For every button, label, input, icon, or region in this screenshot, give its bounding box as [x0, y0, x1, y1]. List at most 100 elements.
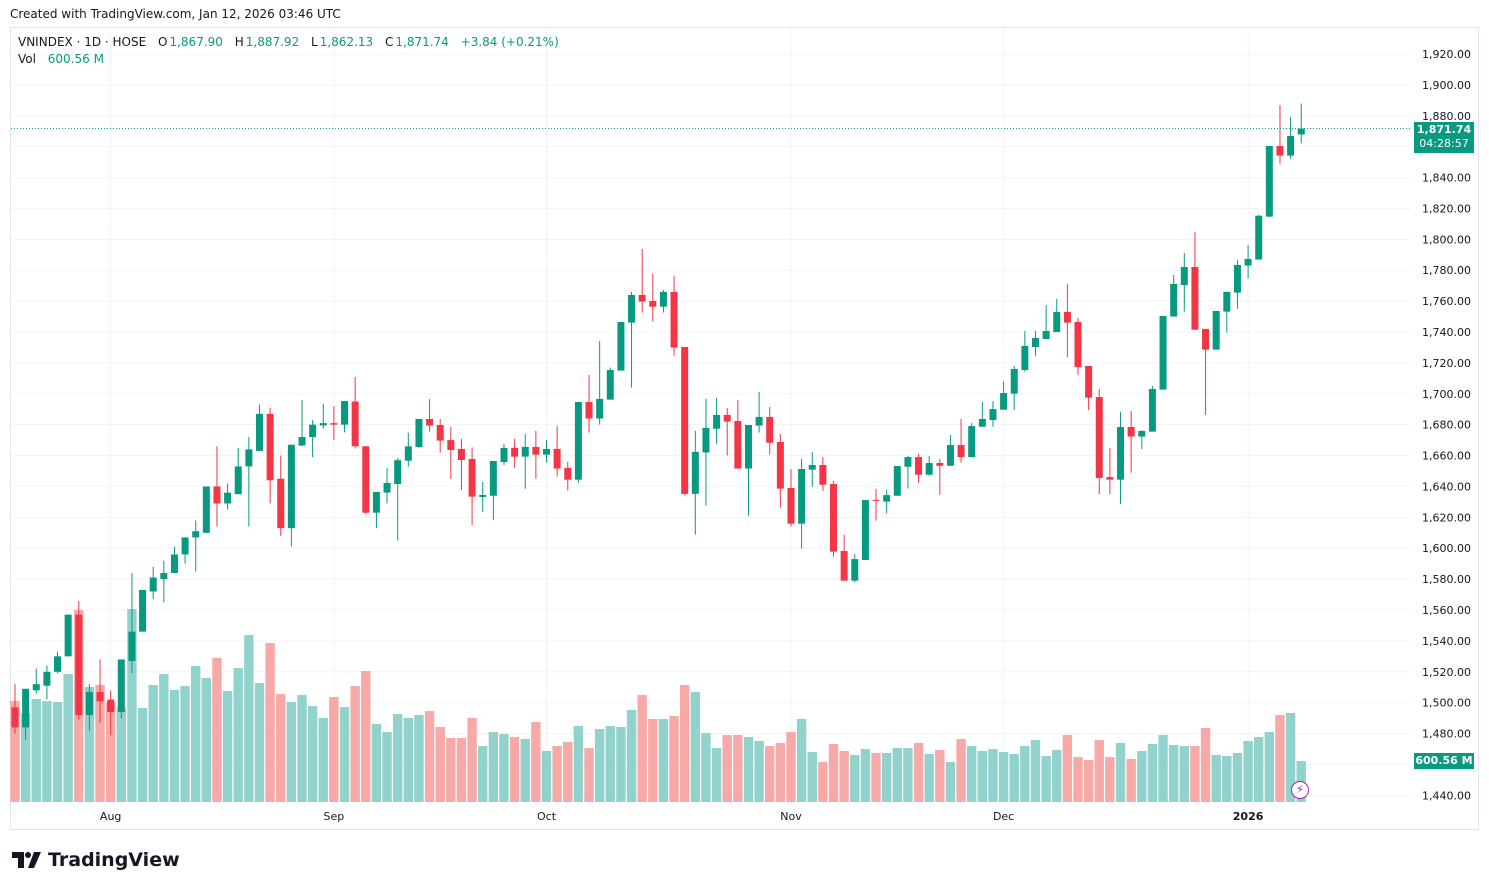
candle-body	[1233, 264, 1241, 293]
volume-bar	[509, 737, 520, 802]
y-tick-label: 1,920.00	[1422, 48, 1471, 61]
volume-bar	[446, 737, 456, 802]
candle-body	[1042, 330, 1050, 339]
tradingview-logo[interactable]: TradingView	[12, 849, 180, 871]
volume-bar	[1285, 712, 1296, 802]
volume-bar	[1222, 755, 1232, 802]
volume-bar	[1105, 757, 1115, 802]
y-tick-label: 1,560.00	[1422, 604, 1471, 617]
lightning-icon[interactable]: ⚡	[1291, 781, 1309, 799]
volume-bar	[1020, 746, 1030, 802]
volume-bar	[361, 671, 371, 802]
candle-body	[649, 300, 657, 307]
candle-body	[266, 413, 274, 481]
candle-body	[787, 488, 795, 524]
candle-body	[904, 457, 912, 467]
volume-bar	[871, 752, 881, 802]
volume-bar	[286, 702, 297, 802]
volume-bar	[1147, 743, 1158, 802]
candle-body	[447, 440, 455, 451]
volume-bar	[414, 714, 424, 802]
candle-body	[489, 460, 497, 496]
volume-bar	[616, 726, 626, 802]
candle-body	[734, 420, 742, 469]
volume-bar	[658, 718, 669, 802]
volume-bar	[307, 706, 318, 802]
volume-bar	[1094, 740, 1104, 802]
volume-bar	[520, 738, 530, 802]
volume-bar	[1243, 740, 1253, 802]
volume-bar	[148, 685, 158, 802]
candle-body	[1031, 338, 1039, 347]
candle-body	[1010, 368, 1018, 394]
candle-body	[1063, 311, 1071, 323]
candle-body	[1223, 291, 1231, 312]
x-tick-label: 2026	[1233, 810, 1264, 823]
candle-body	[22, 688, 30, 728]
volume-bar	[456, 737, 467, 802]
volume-bar	[796, 718, 807, 802]
volume-bar	[956, 738, 966, 802]
candle-body	[1255, 215, 1263, 260]
y-tick-label: 1,500.00	[1422, 697, 1471, 710]
candle-body	[861, 500, 869, 560]
candle-body	[968, 426, 976, 458]
y-tick-label: 1,900.00	[1422, 79, 1471, 92]
candle-body	[840, 551, 848, 581]
volume-bar	[1190, 746, 1200, 802]
candle-body	[436, 424, 444, 441]
y-tick-label: 1,640.00	[1422, 480, 1471, 493]
volume-bar	[679, 685, 690, 802]
volume-bar	[371, 723, 382, 802]
candle-body	[309, 424, 317, 438]
y-tick-label: 1,520.00	[1422, 666, 1471, 679]
volume-bar	[499, 734, 509, 802]
volume-bar	[1126, 758, 1136, 802]
candle-body	[351, 401, 359, 447]
volume-bar	[1211, 754, 1221, 802]
volume-bar	[722, 734, 732, 802]
candle-body	[298, 437, 306, 446]
candle-body	[659, 291, 667, 307]
candle-body	[96, 691, 104, 702]
volume-bar	[924, 754, 934, 802]
candle-body	[532, 446, 540, 455]
candle-body	[925, 462, 933, 475]
candle-body	[149, 577, 157, 592]
volume-bar	[63, 674, 73, 802]
volume-bar	[552, 746, 562, 802]
volume-bar	[265, 643, 275, 802]
high-label: H	[234, 35, 244, 49]
volume-bar	[733, 734, 743, 802]
candle-body	[1265, 146, 1273, 217]
symbol-info[interactable]: VNINDEX · 1D · HOSE	[18, 35, 147, 49]
volume-label: Vol	[18, 52, 36, 66]
volume-bar	[988, 749, 998, 802]
volume-bar	[435, 726, 445, 802]
close-label: C	[384, 35, 394, 49]
volume-bar	[1137, 751, 1147, 802]
low-value: 1,862.13	[319, 35, 374, 49]
volume-bar	[350, 686, 360, 802]
volume-bar	[339, 706, 350, 802]
candle-body	[500, 448, 508, 463]
legend: VNINDEX · 1D · HOSE O 1,867.90 H 1,887.92 …	[18, 34, 561, 68]
candle-body	[1095, 397, 1103, 478]
volume-bar	[648, 718, 658, 802]
volume-bar	[743, 737, 754, 802]
candle-body	[1276, 146, 1284, 156]
y-tick-label: 1,720.00	[1422, 357, 1471, 370]
volume-bar	[850, 754, 860, 802]
candle-body	[1159, 315, 1167, 390]
candle-body	[713, 414, 721, 429]
y-tick-label: 1,700.00	[1422, 388, 1471, 401]
candle-body	[457, 448, 465, 461]
volume-value: 600.56 M	[47, 52, 104, 66]
x-tick-label: Oct	[537, 810, 557, 823]
volume-bar	[1168, 745, 1179, 802]
volume-bar	[105, 702, 116, 802]
volume-bar	[1158, 734, 1168, 802]
candle-body	[936, 462, 944, 466]
change-value: +3.84 (+0.21%)	[460, 35, 559, 49]
